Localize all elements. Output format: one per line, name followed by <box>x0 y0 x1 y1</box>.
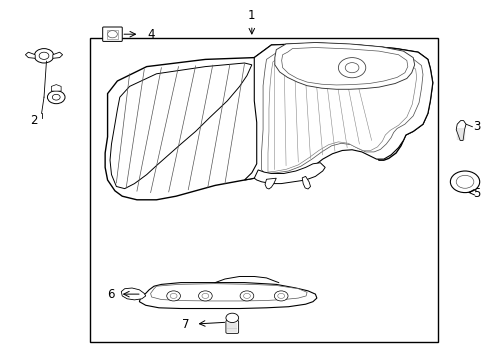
Polygon shape <box>264 178 276 189</box>
FancyBboxPatch shape <box>102 27 122 41</box>
Polygon shape <box>267 53 416 172</box>
Polygon shape <box>121 288 145 300</box>
Circle shape <box>202 293 208 298</box>
Polygon shape <box>302 176 310 189</box>
Circle shape <box>243 293 250 298</box>
Circle shape <box>47 91 65 104</box>
Circle shape <box>449 171 479 193</box>
Polygon shape <box>244 43 432 180</box>
Circle shape <box>52 94 60 100</box>
Circle shape <box>274 291 287 301</box>
Circle shape <box>34 49 54 63</box>
Circle shape <box>166 291 180 301</box>
Polygon shape <box>254 163 325 184</box>
Text: 3: 3 <box>472 120 480 133</box>
Polygon shape <box>261 50 422 174</box>
Circle shape <box>277 293 284 298</box>
Text: 6: 6 <box>107 288 115 301</box>
Circle shape <box>39 52 49 59</box>
Circle shape <box>455 175 473 188</box>
Bar <box>106 30 118 39</box>
Circle shape <box>107 31 117 38</box>
Circle shape <box>240 291 253 301</box>
Polygon shape <box>150 284 306 301</box>
Polygon shape <box>105 43 432 200</box>
Circle shape <box>345 63 358 73</box>
Polygon shape <box>53 52 62 58</box>
Text: 5: 5 <box>472 187 480 200</box>
Circle shape <box>170 293 177 298</box>
Text: 2: 2 <box>30 114 38 127</box>
Polygon shape <box>25 52 35 58</box>
Circle shape <box>198 291 212 301</box>
Polygon shape <box>455 121 465 140</box>
FancyBboxPatch shape <box>225 320 238 333</box>
Text: 4: 4 <box>147 28 155 41</box>
Polygon shape <box>139 283 316 309</box>
Circle shape <box>338 58 365 78</box>
Text: 1: 1 <box>247 9 255 22</box>
Polygon shape <box>281 48 407 85</box>
Bar <box>90 38 437 342</box>
Polygon shape <box>110 63 251 189</box>
Text: 7: 7 <box>182 318 189 330</box>
Circle shape <box>225 313 238 323</box>
Polygon shape <box>274 42 414 89</box>
Polygon shape <box>51 85 61 91</box>
